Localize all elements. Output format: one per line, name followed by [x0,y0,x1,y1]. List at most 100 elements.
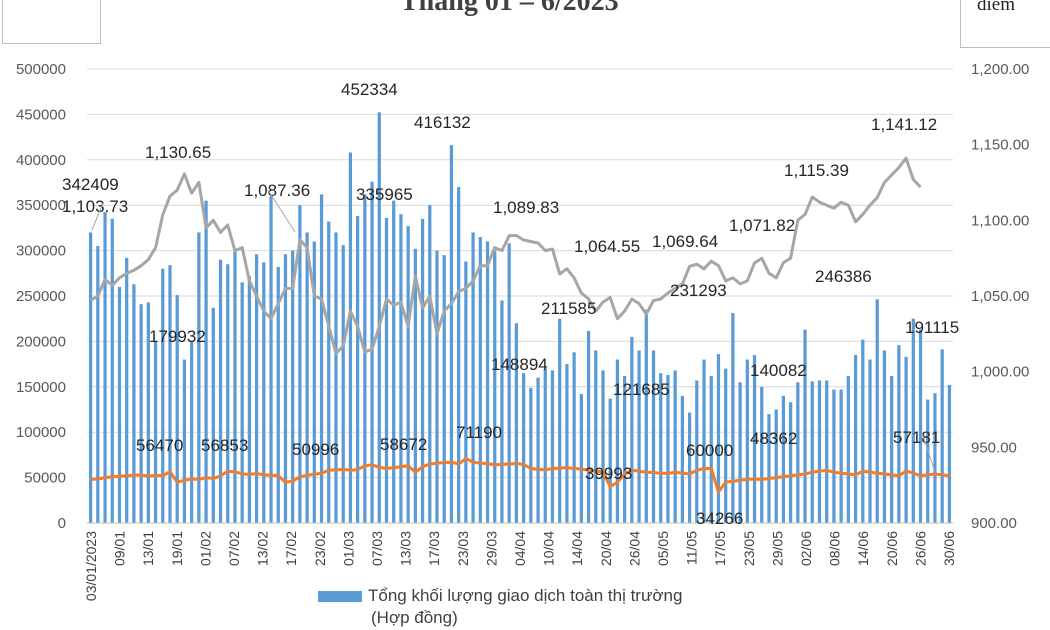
x-axis-tick: 14/04 [569,531,585,566]
data-label: 34266 [696,509,743,528]
data-label: 1,115.39 [784,161,849,180]
volume-bar [680,395,684,523]
volume-bar [507,243,511,523]
volume-bar [853,355,858,523]
data-label: 246386 [815,267,872,286]
data-label: 50996 [292,440,339,459]
volume-bar [96,246,100,523]
volume-bar [839,389,843,523]
volume-bar [117,286,122,523]
x-axis-tick: 04/04 [512,531,528,566]
data-label: 231293 [670,281,727,300]
corner-frame-left [2,0,101,44]
volume-bar [406,226,410,524]
data-label: 57181 [893,428,940,447]
data-label: 335965 [356,185,413,204]
data-label: 1,089.83 [493,198,559,217]
volume-bar [413,248,417,523]
volume-bar [370,181,374,524]
data-label: 58672 [380,435,427,454]
volume-bar [760,386,764,523]
volume-bar [139,304,143,523]
volume-bar [435,250,439,523]
right-axis-tick: 900.00 [971,515,1017,532]
right-axis-unit: điểm [977,0,1015,15]
volume-bar [601,370,605,523]
volume-bar [890,375,894,523]
x-axis-tick: 23/02 [312,531,328,566]
x-axis-tick: 26/06 [912,531,928,566]
volume-bar [254,254,259,523]
volume-bar [428,205,432,523]
legend-swatch [318,591,362,603]
left-axis-tick: 100000 [16,424,66,441]
data-label: 48362 [750,429,797,448]
volume-bar [146,302,150,523]
x-axis-tick: 20/06 [884,531,900,566]
right-axis-tick: 1,000.00 [971,364,1029,381]
volume-bar [384,217,389,523]
x-axis-tick: 10/04 [541,531,557,566]
volume-bar [175,295,179,523]
data-label: 56470 [136,436,183,455]
data-label: 148894 [491,355,548,374]
volume-bar [521,373,526,523]
x-axis-tick: 17/05 [712,531,728,566]
volume-bar [493,250,497,523]
volume-bar [651,350,656,523]
volume-bar [500,300,504,523]
volume-bar [464,261,468,523]
legend: Tổng khối lượng giao dịch toàn thị trườn… [318,585,682,629]
x-axis-tick: 14/06 [855,531,871,566]
volume-bar [269,196,273,523]
volume-bar [940,349,944,523]
x-axis-tick: 11/05 [684,531,700,565]
corner-frame-right [960,0,1050,48]
avg-volume-line [90,456,950,494]
volume-bar [442,255,446,523]
volume-bar [550,370,555,523]
x-axis-tick: 08/06 [827,531,843,566]
volume-bar [478,236,482,524]
volume-bar [817,380,822,523]
volume-bar [868,359,872,523]
volume-bar [377,112,381,523]
volume-bar [846,375,850,523]
left-axis-tick: 0 [58,515,66,532]
volume-bar [687,412,692,523]
volume-bar [926,399,930,523]
volume-bar [803,329,807,523]
volume-bar [392,200,396,523]
x-axis-tick: 29/05 [769,531,785,566]
x-axis-tick: 13/03 [398,531,414,566]
volume-bar [947,384,952,523]
volume-bar [630,336,634,523]
volume-bar [875,299,879,523]
left-axis-tick: 500000 [16,61,66,78]
data-label: 416132 [414,113,471,132]
volume-bar [918,329,923,523]
x-axis-tick: 29/03 [483,531,499,566]
x-axis-tick: 17/03 [426,531,442,566]
volume-bar [276,266,280,523]
volume-bar [832,389,836,523]
legend-label-line2: (Hợp đồng) [371,608,458,627]
volume-bar [796,382,800,523]
data-label: 1,087.36 [244,181,310,200]
volume-bar [190,341,194,523]
index-line [89,156,922,355]
volume-bar [543,368,547,523]
right-axis-tick: 1,200.00 [971,61,1029,78]
volume-bar [731,312,735,523]
volume-bar [161,268,165,523]
left-axis-tick: 150000 [16,379,66,396]
volume-bar [319,194,324,523]
volume-bar [594,350,598,523]
volume-bar [911,318,915,523]
volume-bar [334,232,338,523]
volume-bar [485,241,490,523]
right-axis-tick: 950.00 [971,439,1017,456]
x-axis-tick: 19/01 [169,531,185,566]
volume-bar [226,264,230,523]
